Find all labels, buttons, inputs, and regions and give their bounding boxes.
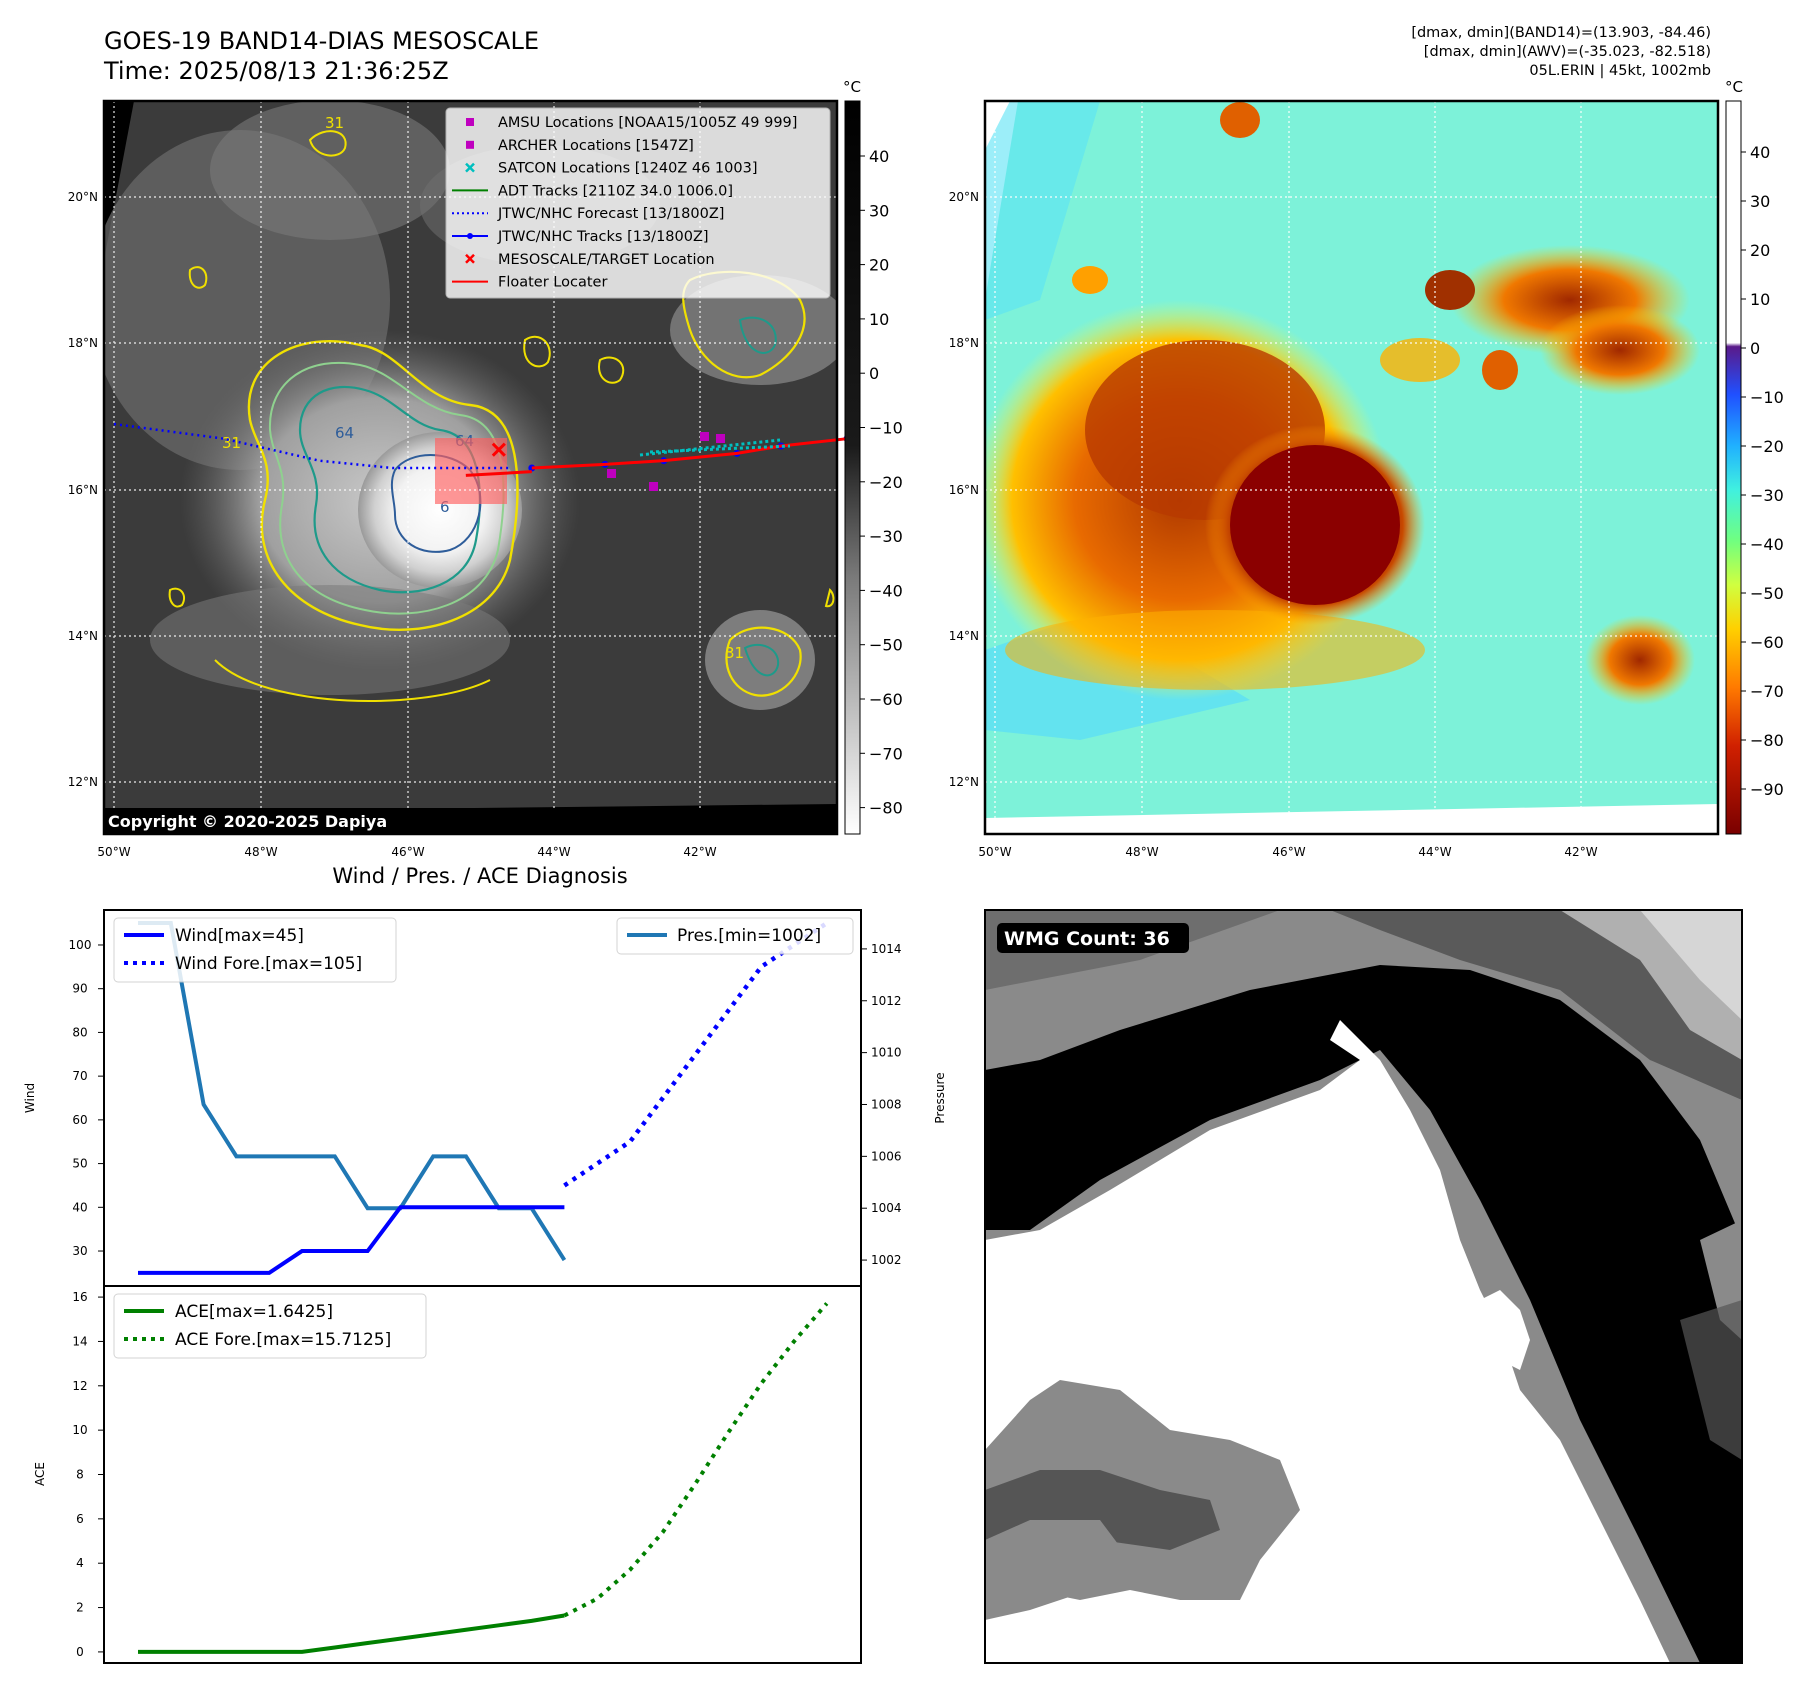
contour-label: 64 xyxy=(335,424,354,442)
colorbar-tick-label: 10 xyxy=(869,310,889,329)
legend-label: AMSU Locations [NOAA15/1005Z 49 999] xyxy=(498,115,797,131)
lon-tick: 48°W xyxy=(244,845,277,859)
satcon-markers xyxy=(639,438,791,457)
colorbar-tick-label: 40 xyxy=(869,147,889,166)
legend-label: MESOSCALE/TARGET Location xyxy=(498,252,715,268)
lon-tick: 42°W xyxy=(683,845,716,859)
ir-legend: AMSU Locations [NOAA15/1005Z 49 999] ARCH… xyxy=(445,107,831,299)
lon-tick: 44°W xyxy=(537,845,570,859)
ir-axis-labels: 20°N 18°N 16°N 14°N 12°N 50°W 48°W 46°W … xyxy=(68,190,717,859)
colorbar-tick-label: −50 xyxy=(869,636,903,655)
copyright: Copyright © 2020-2025 Dapiya xyxy=(108,812,387,831)
storm-info: 05L.ERIN | 45kt, 1002mb xyxy=(1529,63,1711,79)
colorbar-unit: °C xyxy=(843,78,861,96)
lon-tick: 50°W xyxy=(97,845,130,859)
archer-marker xyxy=(607,469,616,478)
figure-title: GOES-19 BAND14-DIAS MESOSCALE xyxy=(104,27,540,55)
archer-marker xyxy=(700,432,709,441)
legend-label: ADT Tracks [2110Z 34.0 1006.0] xyxy=(498,183,733,199)
floater-locater-line xyxy=(531,437,848,470)
legend-label: SATCON Locations [1240Z 46 1003] xyxy=(498,161,757,177)
legend-x-icon xyxy=(465,162,475,173)
legend-dot-icon xyxy=(467,233,473,239)
lon-tick: 46°W xyxy=(391,845,424,859)
dmax-band14: [dmax, dmin](BAND14)=(13.903, -84.46) xyxy=(1411,25,1711,41)
lat-tick: 14°N xyxy=(68,629,98,643)
contour-label: 31 xyxy=(725,644,744,662)
target-marker xyxy=(491,442,506,457)
colorbar-tick-label: −20 xyxy=(869,473,903,492)
archer-marker xyxy=(716,434,725,443)
colorbar-tick-label: −60 xyxy=(869,690,903,709)
diagnosis-title: Wind / Pres. / ACE Diagnosis xyxy=(332,864,628,888)
legend-square-icon xyxy=(466,140,474,149)
archer-marker xyxy=(649,482,658,491)
lat-tick: 16°N xyxy=(68,483,98,497)
ir-colorbar: °C 40 30 20 10 0 −10 −20 −30 −40 −50 −60 −70 −80 xyxy=(843,78,903,835)
colorbar-tick-label: −40 xyxy=(869,581,903,600)
colorbar-tick-label: 30 xyxy=(869,201,889,220)
legend-x-icon xyxy=(465,253,475,264)
figure-title-block: GOES-19 BAND14-DIAS MESOSCALE Time: 2025… xyxy=(104,26,539,86)
colorbar-tick-label: 20 xyxy=(869,256,889,275)
lat-tick: 12°N xyxy=(68,775,98,789)
colorbar-tick-label: −70 xyxy=(869,744,903,763)
lat-tick: 20°N xyxy=(68,190,98,204)
legend-square-icon xyxy=(466,118,474,126)
lat-tick: 18°N xyxy=(68,336,98,350)
legend-label: JTWC/NHC Forecast [13/1800Z] xyxy=(497,206,724,222)
obs-markers xyxy=(607,432,791,491)
colorbar-tick-label: −10 xyxy=(869,419,903,438)
floater-locater-line xyxy=(465,470,532,477)
legend-label: Floater Locater xyxy=(498,275,607,291)
colorbar-tick-label: −80 xyxy=(869,799,903,818)
figure-time: Time: 2025/08/13 21:36:25Z xyxy=(104,57,449,85)
floater-box xyxy=(435,438,507,504)
contour-label: 31 xyxy=(325,114,344,132)
contour-label: 6 xyxy=(440,498,450,516)
legend-label: JTWC/NHC Tracks [13/1800Z] xyxy=(497,229,709,245)
legend-label: ARCHER Locations [1547Z] xyxy=(498,138,694,154)
dmax-awv: [dmax, dmin](AWV)=(-35.023, -82.518) xyxy=(1423,44,1711,60)
contour-label: 31 xyxy=(222,434,241,452)
colorbar-tick-label: 0 xyxy=(869,364,879,383)
colorbar-tick-label: −30 xyxy=(869,527,903,546)
stats-block: [dmax, dmin](BAND14)=(13.903, -84.46) [d… xyxy=(1411,24,1711,81)
